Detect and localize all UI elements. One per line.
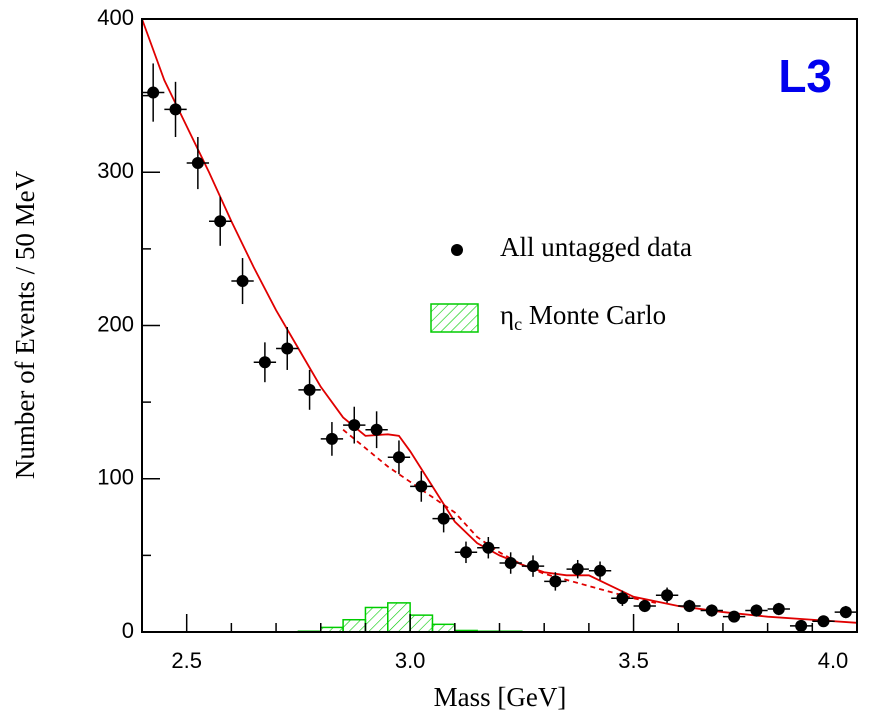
data-point (795, 619, 808, 632)
y-tick-label: 0 (122, 618, 134, 643)
x-tick-label: 3.5 (618, 648, 649, 673)
x-tick-label: 3.0 (395, 648, 426, 673)
data-point (594, 564, 607, 577)
histogram-bar (409, 614, 434, 633)
data-point (728, 610, 741, 623)
data-point (750, 604, 763, 617)
data-point (504, 557, 517, 570)
legend-label: ηc Monte Carlo (500, 300, 666, 334)
data-point (169, 103, 182, 116)
data-point (236, 275, 249, 288)
histogram-bar (431, 623, 456, 633)
data-point (459, 546, 472, 559)
y-tick-label: 300 (97, 158, 134, 183)
legend-label-subscript: c (514, 314, 522, 334)
data-point (415, 480, 428, 493)
data-point (817, 615, 830, 628)
data-point (303, 383, 316, 396)
x-tick-label: 2.5 (171, 648, 202, 673)
fit-curve (141, 18, 858, 624)
data-point (638, 599, 651, 612)
data-point (370, 423, 383, 436)
data-point (683, 599, 696, 612)
legend-marker (451, 244, 463, 256)
data-point (147, 86, 160, 99)
y-tick-label: 200 (97, 311, 134, 336)
data-point (839, 606, 852, 619)
data-point (482, 541, 495, 554)
data-point (549, 575, 562, 588)
data-point (616, 592, 629, 605)
data-point (772, 603, 785, 616)
legend-label-part: η (500, 300, 514, 330)
data-point (325, 432, 338, 445)
data-point (705, 604, 718, 617)
annotation: L3 (778, 50, 832, 102)
legend-label: All untagged data (500, 232, 692, 262)
data-point (392, 451, 405, 464)
data-point (527, 560, 540, 573)
y-tick-label: 400 (97, 5, 134, 30)
x-axis-label: Mass [GeV] (434, 682, 567, 712)
data-point (437, 512, 450, 525)
data-point (258, 356, 271, 369)
legend-label-part: Monte Carlo (522, 300, 666, 330)
y-tick-label: 100 (97, 465, 134, 490)
histogram-bar (342, 618, 367, 633)
histogram-bar (387, 602, 411, 633)
y-axis-label: Number of Events / 50 MeV (10, 170, 40, 479)
data-point (214, 215, 227, 228)
background-curve (342, 429, 657, 604)
histogram-bar (364, 606, 389, 633)
x-tick-label: 4.0 (818, 648, 849, 673)
data-point (661, 589, 674, 602)
data-point (191, 157, 204, 170)
legend-swatch (430, 303, 479, 333)
data-point (571, 563, 584, 576)
data-point (348, 419, 361, 432)
data-point (281, 342, 294, 355)
